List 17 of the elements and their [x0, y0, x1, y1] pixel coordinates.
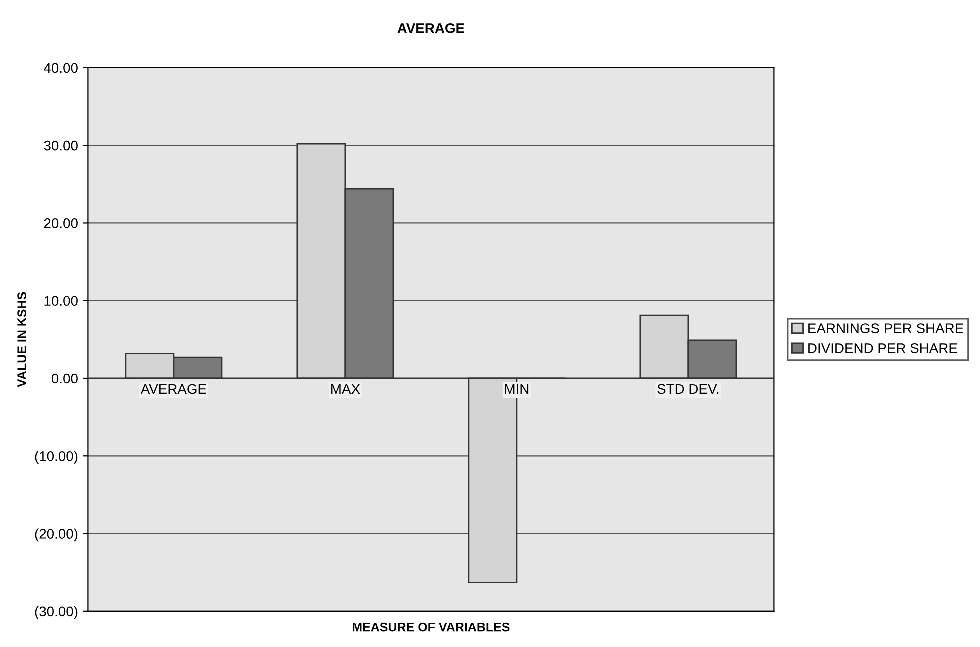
y-axis-title: VALUE IN KSHS — [18, 292, 26, 388]
y-tick-label: 10.00 — [44, 296, 78, 306]
y-tick-label: 30.00 — [44, 140, 78, 151]
chart-title: AVERAGE — [398, 24, 464, 34]
y-tick-label: 40.00 — [44, 63, 78, 74]
y-tick-label: 20.00 — [44, 218, 78, 228]
x-tick-label: MAX — [332, 384, 360, 394]
legend-label: DIVIDEND PER SHARE — [808, 344, 958, 354]
y-tick-label: 0.00 — [52, 374, 78, 384]
legend-label: EARNINGS PER SHARE — [808, 324, 964, 334]
y-tick-label: (30.00) — [35, 606, 78, 620]
x-tick-label: AVERAGE — [140, 384, 206, 394]
y-tick-label: (20.00) — [35, 528, 78, 542]
y-tick-label: (10.00) — [35, 451, 78, 464]
x-tick-label: MIN — [505, 384, 529, 394]
x-axis-title: MEASURE OF VARIABLES — [352, 622, 510, 632]
x-tick-label: STD DEV. — [658, 384, 719, 394]
